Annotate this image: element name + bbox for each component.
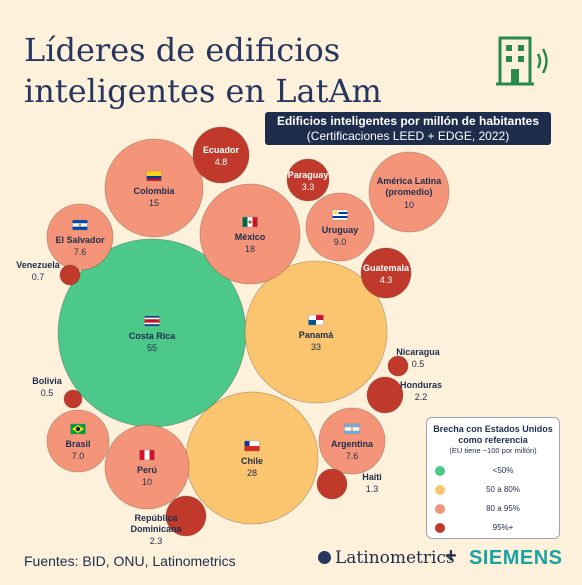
siemens-logo: SIEMENS <box>469 547 563 569</box>
brazil-flag <box>70 423 86 435</box>
sources: Fuentes: BID, ONU, Latinometrics <box>24 553 236 569</box>
bubble-value-republica-dominicana: 2.3 <box>150 536 163 546</box>
peru-flag <box>139 449 155 461</box>
chile-flag <box>244 440 260 452</box>
legend-label: 80 a 95% <box>486 504 520 513</box>
argentina-flag <box>344 423 360 435</box>
bubble-colombia <box>104 138 204 238</box>
bubble-label-venezuela: Venezuela <box>16 260 61 270</box>
bubble-label-america-latina-promedio: América Latina <box>377 176 443 186</box>
bubble-value-nicaragua: 0.5 <box>412 359 425 369</box>
bubble-value-el-salvador: 7.6 <box>74 247 87 257</box>
page-title: Líderes de edificios inteligentes en Lat… <box>24 31 382 110</box>
colombia-flag <box>146 170 162 182</box>
bubble-label-el-salvador: El Salvador <box>55 235 105 245</box>
latinometrics-logo: Latinometrics <box>318 548 455 568</box>
bubble-value-panama: 33 <box>311 342 321 352</box>
legend-subtitle: (EU tiene ~100 por millón) <box>449 446 537 455</box>
legend-swatch <box>435 485 445 495</box>
bubble-haiti <box>316 468 348 500</box>
bubble-value-argentina: 7.6 <box>346 451 359 461</box>
bubble-ecuador <box>192 126 250 184</box>
legend-swatch <box>435 466 445 476</box>
bubble-label-panama: Panamá <box>299 330 335 340</box>
bubble-value-brasil: 7.0 <box>72 451 85 461</box>
bubble-value-chile: 28 <box>247 468 257 478</box>
bubble-label-colombia: Colombia <box>133 186 175 196</box>
legend-title: Brecha con Estados Unidos como referenci… <box>433 424 553 445</box>
bubble-label-brasil: Brasil <box>65 439 90 449</box>
bubble-label-honduras: Honduras <box>400 380 442 390</box>
bubble-uruguay <box>305 192 375 262</box>
subtitle-note: (Certificaciones LEED + EDGE, 2022) <box>306 129 510 143</box>
bubble-value-bolivia: 0.5 <box>41 388 54 398</box>
bubble-value-guatemala: 4.3 <box>380 275 393 285</box>
latinometrics-logo-icon <box>318 551 331 564</box>
subtitle-box: Edificios inteligentes por millón de hab… <box>265 112 551 145</box>
bubble-label-peru: Perú <box>137 465 157 475</box>
bubble-honduras <box>366 376 404 414</box>
bubble-value-honduras: 2.2 <box>415 392 428 402</box>
costa-rica-flag <box>144 315 160 327</box>
bubble-label-uruguay: Uruguay <box>322 225 359 235</box>
bubble-label-guatemala: Guatemala <box>363 263 410 273</box>
bubble-value-uruguay: 9.0 <box>334 237 347 247</box>
bubble-bolivia <box>63 389 83 409</box>
bubble-value-ecuador: 4.8 <box>215 157 228 167</box>
bubble-label-republica-dominicana: República <box>134 513 178 523</box>
el-salvador-flag <box>72 219 88 231</box>
bubble-label-haiti: Haiti <box>362 472 382 482</box>
mexico-flag <box>242 216 258 228</box>
bubble-argentina <box>318 407 386 475</box>
bubble-value-america-latina-promedio: 10 <box>404 200 414 210</box>
panama-flag <box>308 314 324 326</box>
bubble-nicaragua <box>387 355 409 377</box>
legend-label: 95%+ <box>492 523 514 532</box>
bubble-value-haiti: 1.3 <box>366 484 379 494</box>
bubble-value-venezuela: 0.7 <box>32 272 45 282</box>
bubble-value-peru: 10 <box>142 477 152 487</box>
bubble-label-costa-rica: Costa Rica <box>129 331 177 341</box>
brand-plus: + <box>445 545 457 567</box>
bubble-label-republica-dominicana-2: Dominicana <box>130 524 182 534</box>
bubble-el-salvador <box>46 203 114 271</box>
legend-swatch <box>435 523 445 533</box>
bubble-value-mexico: 18 <box>245 244 255 254</box>
bubble-label-bolivia: Bolivia <box>32 376 63 386</box>
uruguay-flag <box>332 209 348 221</box>
legend-swatch <box>435 504 445 514</box>
bubble-venezuela <box>59 264 81 286</box>
bubble-republica-dominicana <box>165 495 207 537</box>
bubble-label-argentina: Argentina <box>331 439 374 449</box>
bubble-label-chile: Chile <box>241 456 263 466</box>
bubble-label-ecuador: Ecuador <box>203 145 240 155</box>
legend-item-lt50: <50% <box>435 465 555 477</box>
bubble-label-nicaragua: Nicaragua <box>396 347 441 357</box>
bubble-brasil <box>46 409 110 473</box>
legend-label: 50 a 80% <box>486 485 520 494</box>
legend-item-95plus: 95%+ <box>435 522 555 534</box>
legend-item-80-95: 80 a 95% <box>435 503 555 515</box>
bubble-value-paraguay: 3.3 <box>302 182 315 192</box>
bubble-peru <box>104 424 190 510</box>
bubble-panama <box>244 260 388 404</box>
legend-label: <50% <box>492 466 514 475</box>
subtitle: Edificios inteligentes por millón de hab… <box>276 114 540 128</box>
bubble-paraguay <box>286 158 330 202</box>
smart-building-icon <box>492 36 554 88</box>
bubble-label-paraguay: Paraguay <box>288 170 329 180</box>
bubble-mexico <box>199 183 301 285</box>
bubble-value-costa-rica: 55 <box>147 343 157 353</box>
bubble-america-latina-promedio <box>368 151 450 233</box>
legend: Brecha con Estados Unidos como referenci… <box>426 417 560 539</box>
bubble-label-mexico: México <box>235 232 266 242</box>
bubble-value-colombia: 15 <box>149 198 159 208</box>
bubble-label-america-latina-promedio-2: (promedio) <box>386 187 433 197</box>
bubble-guatemala <box>360 247 412 299</box>
latinometrics-logo-text: Latinometrics <box>335 548 455 568</box>
legend-item-50-80: 50 a 80% <box>435 484 555 496</box>
